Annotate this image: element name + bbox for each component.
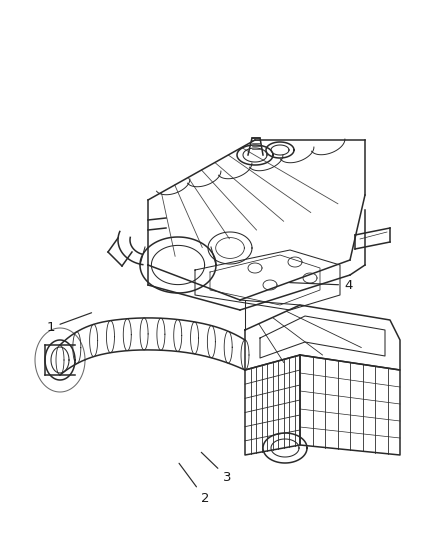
Text: 3: 3 [201,453,231,483]
Text: 4: 4 [290,279,353,292]
Text: 2: 2 [179,463,209,505]
Text: 1: 1 [46,313,92,334]
